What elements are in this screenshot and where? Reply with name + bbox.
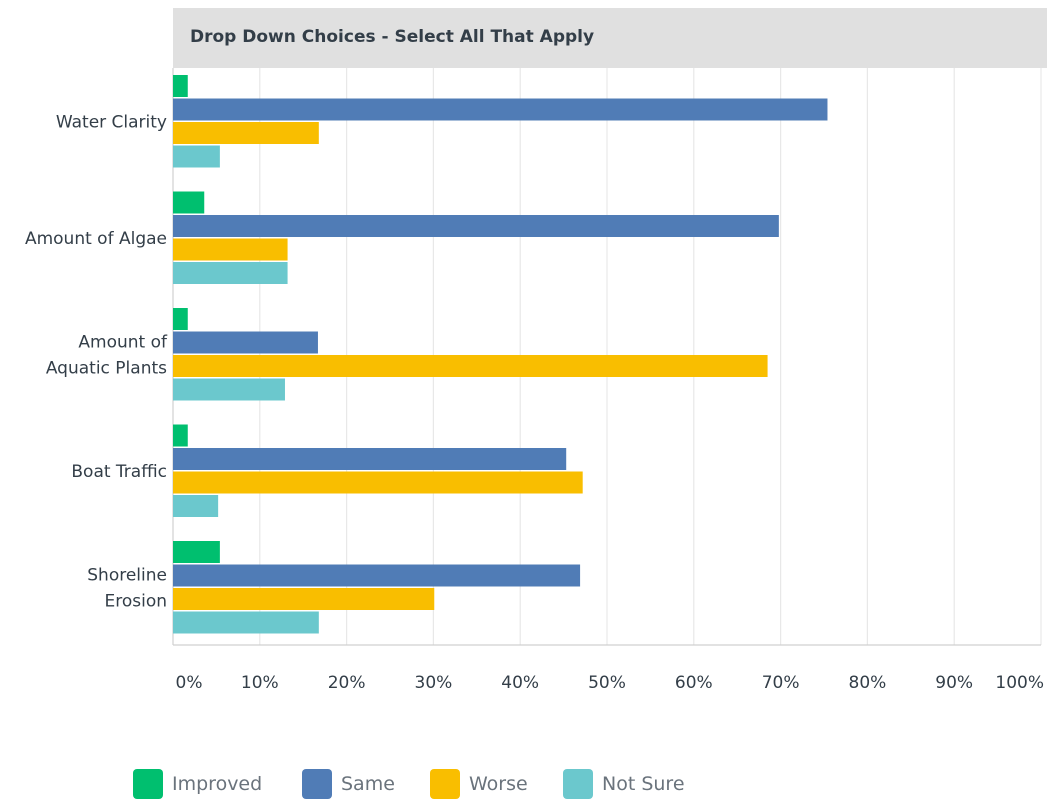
bar-same (173, 564, 581, 587)
bar-worse (173, 355, 768, 377)
bar-improved (173, 308, 188, 330)
bar-not-sure (173, 611, 319, 634)
bar-improved (173, 424, 188, 447)
x-tick-label: 50% (588, 673, 626, 693)
category-label: Shoreline (87, 565, 167, 585)
bar-improved (173, 75, 188, 97)
x-tick-label: 40% (501, 673, 539, 693)
x-tick-label: 100% (995, 673, 1044, 693)
legend-label: Not Sure (602, 773, 685, 795)
x-tick-label: 0% (176, 673, 203, 693)
bar-worse (173, 471, 583, 494)
x-tick-label: 80% (849, 673, 887, 693)
bar-same (173, 448, 567, 470)
category-label: Erosion (104, 591, 167, 611)
chart-legend: Improved Same Worse Not Sure (0, 766, 1047, 802)
bar-worse (173, 588, 435, 610)
bar-same (173, 331, 318, 354)
legend-label: Worse (469, 773, 528, 795)
category-label: Amount of Algae (25, 229, 167, 249)
category-label: Amount of (78, 332, 168, 352)
bar-worse (173, 238, 288, 261)
x-tick-label: 20% (328, 673, 366, 693)
bar-chart: 0% 10% 20% 30% 40% 50% 60% 70% 80% 90% 100% Water C… (25, 68, 1044, 693)
legend-label: Improved (172, 773, 263, 795)
chart-title: Drop Down Choices - Select All That Appl… (190, 27, 595, 47)
legend-swatch (430, 769, 460, 799)
category-label: Boat Traffic (71, 462, 167, 482)
bar-not-sure (173, 145, 220, 168)
bar-worse (173, 122, 319, 144)
legend-item: Same (302, 766, 395, 802)
x-tick-label: 90% (935, 673, 973, 693)
bar-not-sure (173, 262, 288, 284)
x-tick-label: 10% (241, 673, 279, 693)
legend-swatch (133, 769, 163, 799)
bar-same (173, 215, 779, 237)
bar-not-sure (173, 378, 285, 401)
legend-item: Improved (133, 766, 262, 802)
category-label: Aquatic Plants (46, 358, 167, 378)
x-tick-label: 60% (675, 673, 713, 693)
bar-same (173, 98, 828, 121)
x-tick-label: 30% (415, 673, 453, 693)
legend-label: Same (341, 773, 395, 795)
legend-item: Worse (430, 766, 528, 802)
chart-header: Drop Down Choices - Select All That Appl… (173, 8, 1047, 68)
legend-swatch (563, 769, 593, 799)
bar-not-sure (173, 495, 219, 517)
category-label: Water Clarity (56, 112, 167, 132)
legend-item: Not Sure (563, 766, 685, 802)
legend-swatch (302, 769, 332, 799)
bar-improved (173, 541, 220, 563)
x-tick-label: 70% (762, 673, 800, 693)
bar-improved (173, 191, 205, 214)
